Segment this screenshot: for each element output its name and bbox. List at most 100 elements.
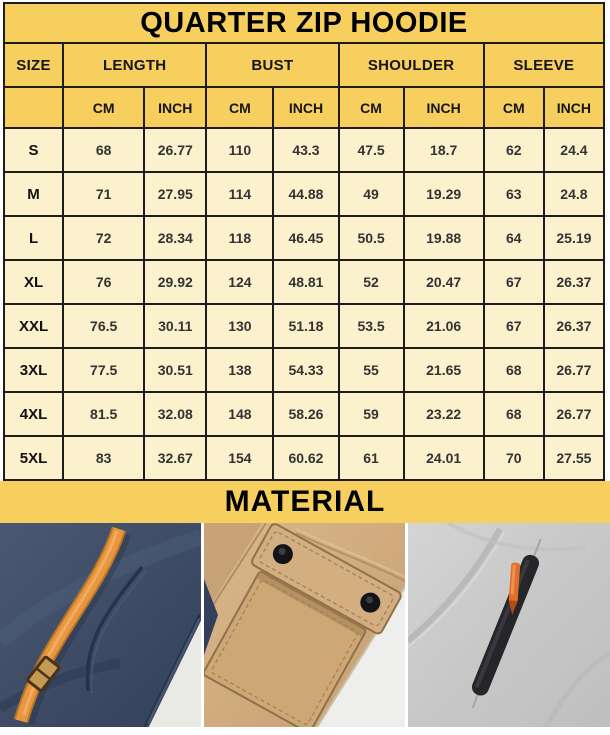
measurement-value: 55: [337, 347, 405, 393]
size-row: XXL 76.5 30.11 130 51.18 53.5 21.06 67 26.37: [2, 303, 606, 349]
column-header-size: SIZE: [2, 42, 65, 88]
measurement-value: 77.5: [62, 347, 146, 393]
cargo-pocket: [204, 523, 402, 727]
unit-header-cm: CM: [62, 86, 146, 129]
column-header-length: LENGTH: [62, 42, 208, 88]
measurement-value: 70: [482, 435, 545, 481]
unit-header-inch: INCH: [542, 86, 606, 129]
page-title: QUARTER ZIP HOODIE: [3, 2, 605, 44]
measurement-value: 19.29: [402, 171, 485, 217]
measurement-value: 68: [482, 391, 545, 437]
unit-header-cm: CM: [337, 86, 405, 129]
group-header-row: SIZE LENGTH BUST SHOULDER SLEEVE: [2, 42, 606, 88]
column-header-bust: BUST: [205, 42, 340, 88]
measurement-value: 27.95: [143, 171, 208, 217]
measurement-value: 68: [62, 127, 146, 173]
measurement-value: 25.19: [542, 215, 606, 261]
measurement-value: 43.3: [272, 127, 340, 173]
size-label: 4XL: [2, 391, 65, 437]
measurement-value: 71: [62, 171, 146, 217]
measurement-value: 68: [482, 347, 545, 393]
measurement-value: 130: [205, 303, 275, 349]
measurement-value: 21.06: [402, 303, 485, 349]
measurement-value: 50.5: [337, 215, 405, 261]
measurement-value: 72: [62, 215, 146, 261]
measurement-value: 52: [337, 259, 405, 305]
measurement-value: 32.08: [143, 391, 208, 437]
measurement-value: 62: [482, 127, 545, 173]
size-label: 3XL: [2, 347, 65, 393]
size-row: 5XL 83 32.67 154 60.62 61 24.01 70 27.55: [2, 435, 606, 481]
column-header-sleeve: SLEEVE: [482, 42, 606, 88]
measurement-value: 24.4: [542, 127, 606, 173]
measurement-value: 29.92: [143, 259, 208, 305]
zip-pocket: [471, 538, 542, 709]
unit-header-inch: INCH: [402, 86, 485, 129]
size-label: XXL: [2, 303, 65, 349]
measurement-value: 26.37: [542, 259, 606, 305]
strap-buckle: [26, 655, 61, 692]
photo-navy-fleece-orange-drawstring: [0, 523, 201, 727]
measurement-value: 28.34: [143, 215, 208, 261]
measurement-value: 19.88: [402, 215, 485, 261]
unit-header-cm: CM: [205, 86, 275, 129]
measurement-value: 30.11: [143, 303, 208, 349]
size-row: 4XL 81.5 32.08 148 58.26 59 23.22 68 26.77: [2, 391, 606, 437]
measurement-value: 76.5: [62, 303, 146, 349]
size-row: M 71 27.95 114 44.88 49 19.29 63 24.8: [2, 171, 606, 217]
size-label: M: [2, 171, 65, 217]
measurement-value: 118: [205, 215, 275, 261]
empty-corner-cell: [2, 86, 65, 129]
size-row: XL 76 29.92 124 48.81 52 20.47 67 26.37: [2, 259, 606, 305]
size-label: XL: [2, 259, 65, 305]
measurement-value: 26.77: [143, 127, 208, 173]
measurement-value: 30.51: [143, 347, 208, 393]
measurement-value: 124: [205, 259, 275, 305]
measurement-value: 154: [205, 435, 275, 481]
measurement-value: 58.26: [272, 391, 340, 437]
size-label: S: [2, 127, 65, 173]
measurement-value: 54.33: [272, 347, 340, 393]
measurement-value: 63: [482, 171, 545, 217]
measurement-value: 114: [205, 171, 275, 217]
measurement-value: 51.18: [272, 303, 340, 349]
measurement-value: 110: [205, 127, 275, 173]
measurement-value: 59: [337, 391, 405, 437]
unit-header-inch: INCH: [272, 86, 340, 129]
measurement-value: 61: [337, 435, 405, 481]
measurement-value: 26.77: [542, 391, 606, 437]
measurement-value: 53.5: [337, 303, 405, 349]
size-chart-section: QUARTER ZIP HOODIE SIZE LENGTH BUST SHOU…: [2, 2, 606, 481]
measurement-value: 138: [205, 347, 275, 393]
measurement-value: 46.45: [272, 215, 340, 261]
measurement-value: 48.81: [272, 259, 340, 305]
measurement-value: 32.67: [143, 435, 208, 481]
measurement-value: 26.37: [542, 303, 606, 349]
measurement-value: 20.47: [402, 259, 485, 305]
measurement-value: 21.65: [402, 347, 485, 393]
measurement-value: 67: [482, 259, 545, 305]
measurement-value: 18.7: [402, 127, 485, 173]
size-row: S 68 26.77 110 43.3 47.5 18.7 62 24.4: [2, 127, 606, 173]
unit-header-cm: CM: [482, 86, 545, 129]
measurement-value: 148: [205, 391, 275, 437]
size-row: L 72 28.34 118 46.45 50.5 19.88 64 25.19: [2, 215, 606, 261]
size-row: 3XL 77.5 30.51 138 54.33 55 21.65 68 26.77: [2, 347, 606, 393]
measurement-value: 81.5: [62, 391, 146, 437]
unit-header-inch: INCH: [143, 86, 208, 129]
measurement-value: 24.01: [402, 435, 485, 481]
measurement-value: 26.77: [542, 347, 606, 393]
measurement-value: 67: [482, 303, 545, 349]
title-row: QUARTER ZIP HOODIE: [3, 2, 605, 44]
measurement-value: 24.8: [542, 171, 606, 217]
measurement-value: 83: [62, 435, 146, 481]
measurement-value: 64: [482, 215, 545, 261]
measurement-value: 27.55: [542, 435, 606, 481]
photo-gray-fleece-zip-pocket: [408, 523, 610, 727]
material-photos: [0, 523, 610, 727]
size-label: L: [2, 215, 65, 261]
measurement-value: 44.88: [272, 171, 340, 217]
unit-header-row: CM INCH CM INCH CM INCH CM INCH: [2, 86, 606, 129]
column-header-shoulder: SHOULDER: [337, 42, 485, 88]
material-section-header: MATERIAL: [0, 481, 610, 523]
